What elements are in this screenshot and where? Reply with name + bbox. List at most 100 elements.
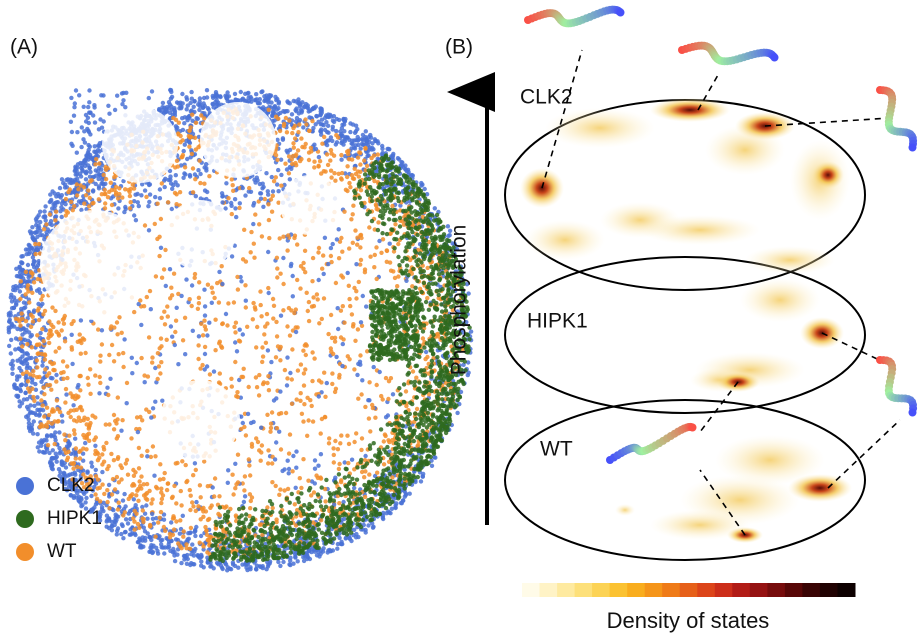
scatter-dot [261,205,265,209]
scatter-dot [267,218,271,222]
scatter-dot [372,153,376,157]
scatter-dot [30,387,34,391]
scatter-dot [163,545,167,549]
scatter-dot [388,511,392,515]
scatter-dot [162,310,166,314]
scatter-dot [87,204,91,208]
scatter-dot [194,500,198,504]
scatter-dot [96,148,100,152]
scatter-dot [191,190,195,194]
scatter-dot [257,222,261,226]
scatter-dot [286,459,290,463]
scatter-dot [278,346,282,350]
scatter-dot [24,247,28,251]
scatter-dot [84,177,88,181]
scatter-dot [170,293,174,297]
scatter-dot [45,433,49,437]
scatter-dot [274,440,278,444]
scatter-dot [63,202,67,206]
scatter-dot [137,479,141,483]
scatter-dot [139,193,143,197]
scatter-dot [24,270,28,274]
scatter-dot [266,202,270,206]
scatter-dot [185,479,189,483]
scatter-dot [78,332,82,336]
scatter-dot [66,177,70,181]
scatter-dot [136,499,140,503]
scatter-dot [199,322,203,326]
scatter-dot [247,385,251,389]
scatter-dot [233,92,237,96]
scatter-dot [106,393,110,397]
scatter-dot [51,368,55,372]
scatter-dot [260,234,264,238]
scatter-dot [159,510,163,514]
scatter-dot [248,567,252,571]
scatter-dot [163,322,167,326]
scatter-dot [196,102,200,106]
scatter-dot [345,175,349,179]
scatter-dot [189,494,193,498]
scatter-dot [279,173,283,177]
scatter-dot [138,298,142,302]
scatter-dot [120,195,124,199]
scatter-dot [262,94,266,98]
scatter-dot [169,324,173,328]
scatter-dot [264,171,268,175]
scatter-dot [190,283,194,287]
scatter-dot [82,105,86,109]
scatter-dot [194,525,198,529]
scatter-dot [147,228,151,232]
scatter-dot [421,475,425,479]
scatter-dot [330,382,334,386]
scatter-dot [333,179,337,183]
scatter-dot [123,510,127,514]
scatter-dot [183,115,187,119]
scatter-dot [119,532,123,536]
scatter-dot [189,526,193,530]
scatter-dot [26,379,30,383]
scatter-dot [319,107,323,111]
scatter-dot [271,189,275,193]
scatter-dot [281,235,285,239]
scatter-dot [317,321,321,325]
scatter-dot [128,206,132,210]
scatter-dot [339,433,343,437]
scatter-dot [280,469,284,473]
scatter-dot [306,479,310,483]
scatter-dot [260,345,264,349]
scatter-dot [172,272,176,276]
scatter-dot [288,556,292,560]
scatter-dot [364,129,368,133]
scatter-dot [311,295,315,299]
scatter-dot [260,360,264,364]
scatter-dot [180,138,184,142]
scatter-dot [16,274,20,278]
scatter-dot [321,253,325,257]
scatter-dot [271,297,275,301]
scatter-dot [295,116,299,120]
scatter-dot [385,511,389,515]
scatter-dot [20,382,24,386]
scatter-dot [193,172,197,176]
scatter-dot [187,145,191,149]
scatter-dot [57,346,61,350]
scatter-dot [173,559,177,563]
scatter-dot [333,390,337,394]
scatter-dot [291,454,295,458]
scatter-dot [189,561,193,565]
scatter-dot [44,222,48,226]
scatter-dot [7,344,11,348]
scatter-dot [184,277,188,281]
scatter-dot [274,355,278,359]
scatter-dot [200,363,204,367]
scatter-dot [269,360,273,364]
scatter-dot [94,502,98,506]
scatter-dot [291,294,295,298]
scatter-dot [173,165,177,169]
scatter-dot [244,433,248,437]
scatter-dot [55,460,59,464]
scatter-dot [361,133,365,137]
scatter-dot [275,334,279,338]
scatter-dot [160,276,164,280]
